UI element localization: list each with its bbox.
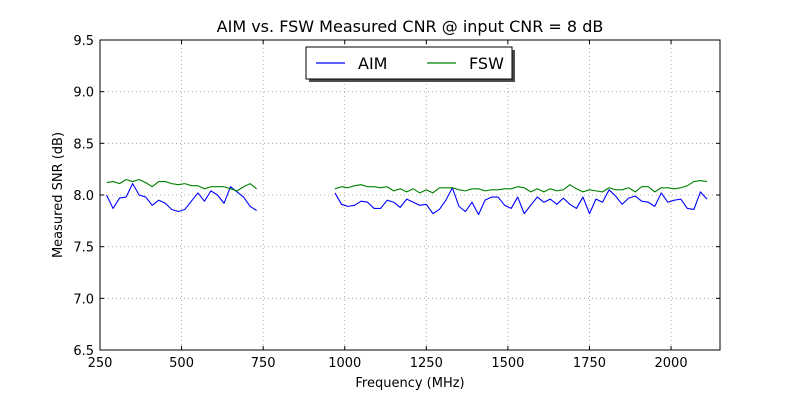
y-tick-label: 8.5: [73, 137, 94, 152]
x-tick-label: 2000: [655, 356, 688, 371]
x-tick-label: 750: [251, 356, 276, 371]
grid: [100, 40, 720, 350]
y-tick-label: 8.0: [73, 189, 94, 204]
legend: AIM FSW: [305, 46, 515, 82]
series-fsw-line-segment-2: [334, 179, 708, 194]
y-tick-label: 9.0: [73, 86, 94, 101]
ticks: 250 500 750 1000 1250 1500 1750 2000 6.5 7.0 7.5 8.…: [73, 34, 720, 371]
x-tick-label: 1500: [491, 356, 524, 371]
y-tick-label: 6.5: [73, 344, 94, 359]
x-tick-label: 1000: [328, 356, 361, 371]
series-aim-line-segment-1: [106, 183, 257, 213]
chart-title: AIM vs. FSW Measured CNR @ input CNR = 8…: [217, 17, 604, 36]
legend-label-fsw: FSW: [469, 54, 504, 73]
y-tick-label: 9.5: [73, 34, 94, 49]
x-tick-label: 1250: [410, 356, 443, 371]
y-tick-label: 7.0: [73, 292, 94, 307]
y-axis-label: Measured SNR (dB): [51, 132, 66, 258]
x-tick-label: 250: [88, 356, 113, 371]
series-layer: [106, 178, 708, 216]
x-tick-label: 500: [169, 356, 194, 371]
x-tick-label: 1750: [573, 356, 606, 371]
series-fsw-line-segment-1: [106, 178, 257, 192]
y-tick-label: 7.5: [73, 241, 94, 256]
legend-label-aim: AIM: [358, 54, 387, 73]
series-aim-line-segment-2: [334, 187, 708, 216]
x-axis-label: Frequency (MHz): [355, 376, 464, 391]
